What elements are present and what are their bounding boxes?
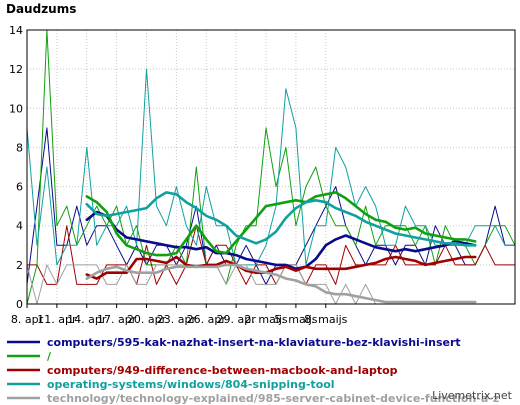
x-tick-label: 2. maijs [244,313,288,326]
series-2-average-line [85,191,477,257]
legend-label: operating-systems/windows/804-snipping-t… [47,378,335,391]
x-tick-label: 29. apr [217,313,257,326]
legend: computers/595-kak-nazhat-insert-na-klavi… [7,336,499,405]
x-tick-label: 26. apr [187,313,227,326]
x-tick-label: 17. apr [97,313,137,326]
x-tick-label: 8. apr [11,313,44,326]
series-1-average-line [85,210,477,271]
average-lines [85,191,477,304]
legend-label: computers/595-kak-nazhat-insert-na-klavi… [47,336,461,349]
chart-title: Daudzums [6,2,76,16]
y-tick-label: 0 [16,298,23,311]
x-tick-label: 20. apr [127,313,167,326]
legend-label: / [47,350,52,363]
x-tick-label: 14. apr [67,313,107,326]
series-3-average-line [85,255,477,280]
series-5-average-line [85,263,477,304]
x-tick-label: 11. apr [37,313,77,326]
series-2-daily-line [26,29,516,305]
plot-frame [26,29,516,305]
x-tick-label: 8. maijs [304,313,348,326]
y-tick-label: 8 [16,141,23,154]
y-tick-label: 6 [16,181,23,194]
y-tick-label: 4 [16,220,23,233]
legend-label: technology/technology-explained/985-serv… [47,392,499,405]
x-tick-label: 5. maijs [274,313,318,326]
x-tick-label: 23. apr [157,313,197,326]
y-tick-label: 2 [16,259,23,272]
y-tick-label: 14 [9,24,23,37]
watermark: Livemetrix.net [432,389,513,402]
series-4-average-line [85,191,477,247]
y-tick-label: 10 [9,102,23,115]
legend-label: computers/949-difference-between-macbook… [47,364,398,377]
y-tick-label: 12 [9,63,23,76]
